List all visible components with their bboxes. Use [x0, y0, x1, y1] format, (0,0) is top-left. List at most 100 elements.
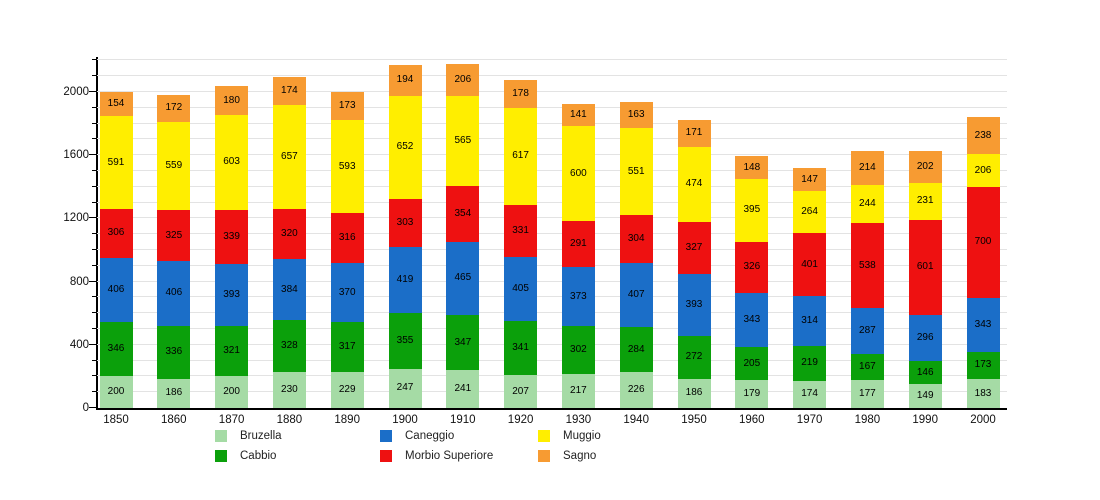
y-axis-tick-label: 0 [82, 402, 89, 414]
y-axis-tick-label: 1200 [63, 212, 89, 225]
segment-muggio: 551 [619, 128, 653, 216]
y-minor-tick [92, 328, 96, 329]
gridline [97, 359, 1007, 361]
segment-value-label: 354 [454, 207, 472, 219]
segment-value-label: 180 [223, 94, 240, 106]
segment-value-label: 200 [223, 386, 240, 398]
x-axis-tick-label: 1850 [103, 414, 129, 426]
segment-sagno: 148 [735, 155, 769, 180]
segment-value-label: 559 [165, 159, 183, 171]
segment-muggio: 395 [735, 179, 769, 242]
segment-value-label: 419 [396, 273, 414, 285]
gridline [97, 264, 1007, 266]
segment-value-label: 355 [396, 334, 414, 346]
segment-value-label: 226 [627, 384, 645, 396]
segment-bruzella: 186 [157, 378, 191, 408]
bar-1900: 247 355 419 303 652 194 [388, 65, 422, 408]
segment-value-label: 296 [916, 332, 934, 343]
y-major-tick [89, 91, 96, 92]
segment-bruzella: 183 [966, 379, 1000, 408]
segment-value-label: 343 [974, 318, 992, 330]
gridline [97, 233, 1007, 235]
bar-1890: 229 317 370 316 593 173 [330, 92, 364, 408]
segment-value-label: 229 [338, 383, 356, 395]
segment-sagno: 147 [793, 168, 827, 192]
segment-cabbio: 321 [215, 325, 249, 377]
segment-morbio-superiore: 326 [735, 241, 769, 294]
segment-sagno: 173 [330, 92, 364, 120]
y-minor-tick [92, 185, 96, 187]
segment-value-label: 600 [570, 167, 587, 179]
segment-value-label: 146 [916, 366, 934, 378]
segment-morbio-superiore: 354 [446, 185, 480, 242]
segment-value-label: 287 [859, 324, 876, 336]
x-axis-tick-label: 1870 [218, 414, 245, 426]
bar-1970: 174 219 314 401 264 147 [793, 168, 827, 408]
segment-bruzella: 207 [504, 375, 538, 408]
segment-value-label: 405 [512, 283, 529, 295]
bar-1960: 179 205 343 326 395 148 [735, 155, 769, 408]
bar-1930: 217 302 373 291 600 141 [561, 104, 595, 408]
bar-1850: 200 346 406 306 591 154 [99, 91, 133, 408]
y-minor-tick [92, 59, 96, 61]
segment-value-label: 304 [627, 233, 645, 245]
segment-caneggio: 406 [99, 257, 133, 322]
y-major-tick [89, 217, 96, 219]
bar-1870: 200 321 393 339 603 180 [215, 86, 249, 408]
y-minor-tick [92, 122, 96, 124]
segment-value-label: 206 [454, 74, 472, 86]
segment-value-label: 241 [454, 382, 472, 394]
segment-value-label: 171 [685, 127, 703, 139]
segment-value-label: 603 [223, 156, 240, 168]
gridline [97, 75, 1007, 77]
bar-1860: 186 336 406 325 559 172 [157, 94, 191, 408]
bar-1980: 177 167 287 538 244 214 [850, 150, 884, 408]
gridline [97, 249, 1007, 250]
segment-cabbio: 347 [446, 315, 480, 370]
bar-1920: 207 341 405 331 617 178 [504, 79, 538, 408]
segment-muggio: 565 [446, 96, 480, 186]
segment-caneggio: 314 [793, 296, 827, 346]
legend-swatch [380, 430, 392, 442]
y-minor-tick [92, 264, 96, 266]
segment-value-label: 206 [974, 164, 992, 176]
segment-cabbio: 173 [966, 351, 1000, 380]
y-minor-tick [92, 296, 96, 298]
legend-label: Sagno [563, 450, 597, 462]
segment-value-label: 238 [974, 129, 992, 141]
segment-bruzella: 217 [561, 373, 595, 408]
segment-muggio: 206 [966, 154, 1000, 187]
segment-value-label: 336 [165, 346, 183, 358]
segment-value-label: 465 [454, 272, 472, 284]
segment-caneggio: 343 [735, 293, 769, 348]
x-axis-tick-label: 1920 [507, 414, 534, 426]
segment-morbio-superiore: 316 [330, 213, 364, 264]
segment-bruzella: 149 [908, 384, 942, 408]
y-major-tick [89, 154, 96, 156]
gridline [97, 106, 1007, 108]
segment-caneggio: 407 [619, 263, 653, 328]
segment-sagno: 172 [157, 94, 191, 122]
gridline [97, 217, 1007, 219]
segment-sagno: 154 [99, 91, 133, 116]
bar-1940: 226 284 407 304 551 163 [619, 102, 653, 408]
legend-label: Cabbio [240, 450, 277, 462]
segment-bruzella: 226 [619, 372, 653, 408]
segment-value-label: 551 [627, 165, 645, 177]
x-axis-tick-label: 1970 [796, 414, 823, 426]
segment-muggio: 593 [330, 119, 364, 214]
segment-value-label: 291 [570, 238, 587, 250]
bar-1990: 149 146 296 601 231 202 [908, 151, 942, 408]
segment-muggio: 559 [157, 121, 191, 211]
segment-bruzella: 177 [850, 380, 884, 408]
segment-value-label: 401 [801, 258, 818, 270]
segment-value-label: 407 [627, 289, 645, 301]
legend-swatch [538, 450, 550, 462]
segment-value-label: 230 [281, 383, 298, 395]
segment-bruzella: 179 [735, 379, 769, 408]
legend-label: Caneggio [405, 430, 455, 442]
y-major-tick [89, 343, 96, 345]
segment-muggio: 600 [561, 126, 595, 222]
gridline [97, 59, 1007, 61]
